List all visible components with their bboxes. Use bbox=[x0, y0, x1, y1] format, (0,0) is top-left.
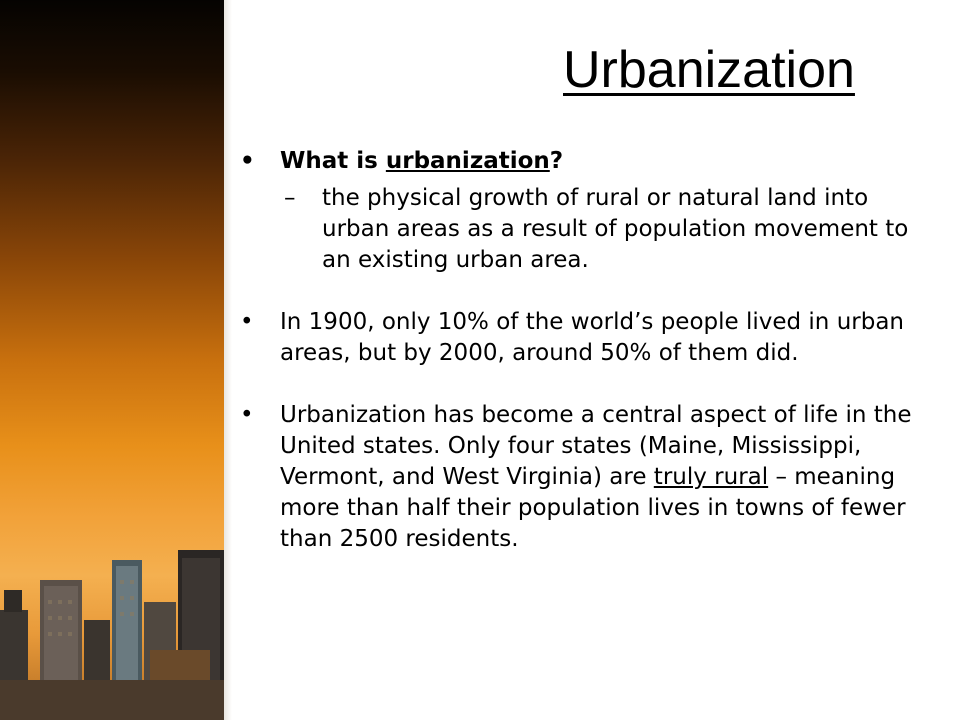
definition-sub-bullet: – the physical growth of rural or natural… bbox=[240, 183, 940, 276]
bullet-what-is-urbanization: • What is urbanization? bbox=[240, 146, 940, 177]
bullet-us-urbanization: • Urbanization has become a central aspec… bbox=[240, 400, 940, 555]
bullet-dot-icon: • bbox=[240, 148, 255, 174]
urbanization-term: urbanization bbox=[385, 148, 550, 174]
bullet-suffix: ? bbox=[549, 148, 564, 174]
truly-rural-term: truly rural bbox=[653, 464, 769, 490]
slide-title: Urbanization bbox=[563, 41, 855, 99]
bullet-prefix: What is bbox=[280, 148, 386, 174]
us-text-before: Urbanization has become a central aspect… bbox=[280, 402, 912, 490]
bullet-1900-statistic: • In 1900, only 10% of the world’s people… bbox=[240, 307, 940, 369]
bullet-dot-icon: • bbox=[240, 402, 254, 428]
city-skyline-sidebar-image bbox=[0, 0, 232, 720]
dash-icon: – bbox=[284, 185, 296, 211]
city-skyline-silhouette bbox=[0, 550, 232, 720]
statistic-text: In 1900, only 10% of the world’s people … bbox=[280, 309, 904, 366]
definition-text: the physical growth of rural or natural … bbox=[322, 185, 909, 273]
slide-body: • What is urbanization? – the physical gro… bbox=[240, 146, 940, 555]
bullet-dot-icon: • bbox=[240, 309, 254, 335]
us-text-after: – meaning more than half their populatio… bbox=[280, 464, 906, 552]
sidebar-edge bbox=[224, 0, 232, 720]
